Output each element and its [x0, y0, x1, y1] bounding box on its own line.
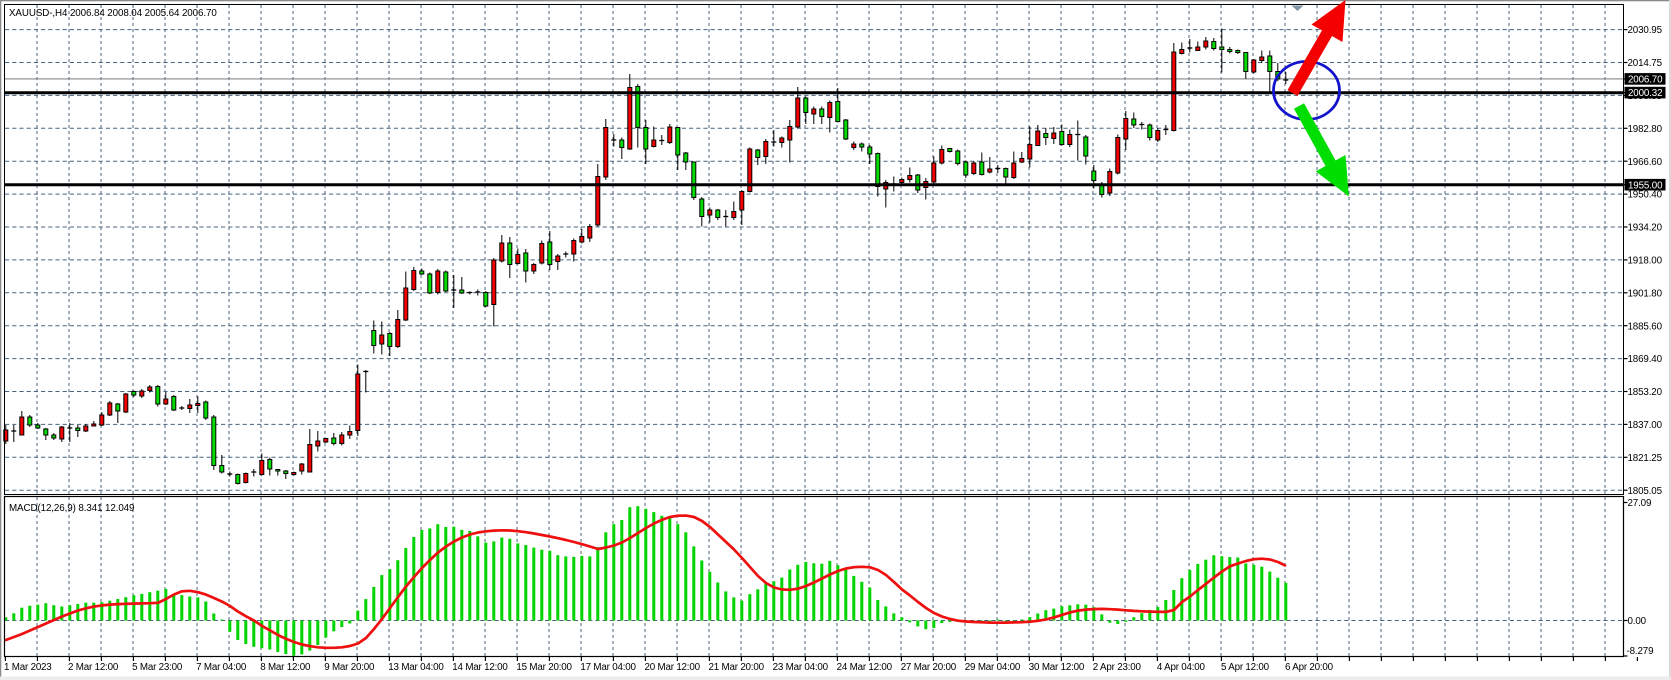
svg-text:1837.00: 1837.00 [1628, 420, 1663, 431]
svg-text:1982.80: 1982.80 [1628, 124, 1663, 135]
svg-text:29 Mar 04:00: 29 Mar 04:00 [965, 662, 1021, 673]
svg-text:13 Mar 04:00: 13 Mar 04:00 [388, 662, 444, 673]
svg-text:1805.05: 1805.05 [1628, 486, 1663, 497]
svg-text:9 Mar 20:00: 9 Mar 20:00 [324, 662, 375, 673]
svg-text:23 Mar 04:00: 23 Mar 04:00 [773, 662, 829, 673]
svg-text:1955.00: 1955.00 [1628, 180, 1663, 191]
svg-text:1950.40: 1950.40 [1628, 190, 1663, 201]
svg-text:1966.60: 1966.60 [1628, 157, 1663, 168]
svg-text:1918.00: 1918.00 [1628, 256, 1663, 267]
svg-text:2030.95: 2030.95 [1628, 25, 1663, 36]
svg-text:2 Apr 23:00: 2 Apr 23:00 [1093, 662, 1142, 673]
svg-text:7 Mar 04:00: 7 Mar 04:00 [196, 662, 247, 673]
svg-text:8 Mar 12:00: 8 Mar 12:00 [260, 662, 311, 673]
svg-text:15 Mar 20:00: 15 Mar 20:00 [516, 662, 572, 673]
svg-text:27.09: 27.09 [1628, 498, 1652, 509]
svg-text:2006.70: 2006.70 [1628, 75, 1663, 86]
svg-text:5 Apr 12:00: 5 Apr 12:00 [1221, 662, 1270, 673]
svg-text:27 Mar 20:00: 27 Mar 20:00 [901, 662, 957, 673]
svg-text:1885.60: 1885.60 [1628, 321, 1663, 332]
svg-text:17 Mar 04:00: 17 Mar 04:00 [580, 662, 636, 673]
svg-text:0.00: 0.00 [1628, 616, 1647, 627]
svg-text:1869.40: 1869.40 [1628, 354, 1663, 365]
svg-text:1934.20: 1934.20 [1628, 223, 1663, 234]
svg-text:1901.80: 1901.80 [1628, 288, 1663, 299]
svg-text:-8.279: -8.279 [1627, 646, 1654, 657]
svg-text:XAUUSD-,H4 2006.84 2008.04 200: XAUUSD-,H4 2006.84 2008.04 2005.64 2006.… [9, 8, 217, 19]
svg-text:30 Mar 12:00: 30 Mar 12:00 [1029, 662, 1085, 673]
svg-text:1853.20: 1853.20 [1628, 387, 1663, 398]
svg-text:1821.25: 1821.25 [1628, 453, 1663, 464]
svg-text:21 Mar 20:00: 21 Mar 20:00 [709, 662, 765, 673]
svg-text:4 Apr 04:00: 4 Apr 04:00 [1157, 662, 1206, 673]
svg-text:24 Mar 12:00: 24 Mar 12:00 [837, 662, 893, 673]
svg-text:5 Mar 23:00: 5 Mar 23:00 [132, 662, 183, 673]
svg-text:6 Apr 20:00: 6 Apr 20:00 [1285, 662, 1334, 673]
svg-text:14 Mar 12:00: 14 Mar 12:00 [452, 662, 508, 673]
svg-text:MACD(12,26,9) 8.341 12.049: MACD(12,26,9) 8.341 12.049 [9, 503, 134, 514]
svg-text:2014.75: 2014.75 [1628, 58, 1663, 69]
svg-text:2 Mar 12:00: 2 Mar 12:00 [68, 662, 119, 673]
svg-text:1 Mar 2023: 1 Mar 2023 [4, 662, 52, 673]
svg-text:20 Mar 12:00: 20 Mar 12:00 [645, 662, 701, 673]
svg-text:2000.32: 2000.32 [1628, 88, 1662, 99]
